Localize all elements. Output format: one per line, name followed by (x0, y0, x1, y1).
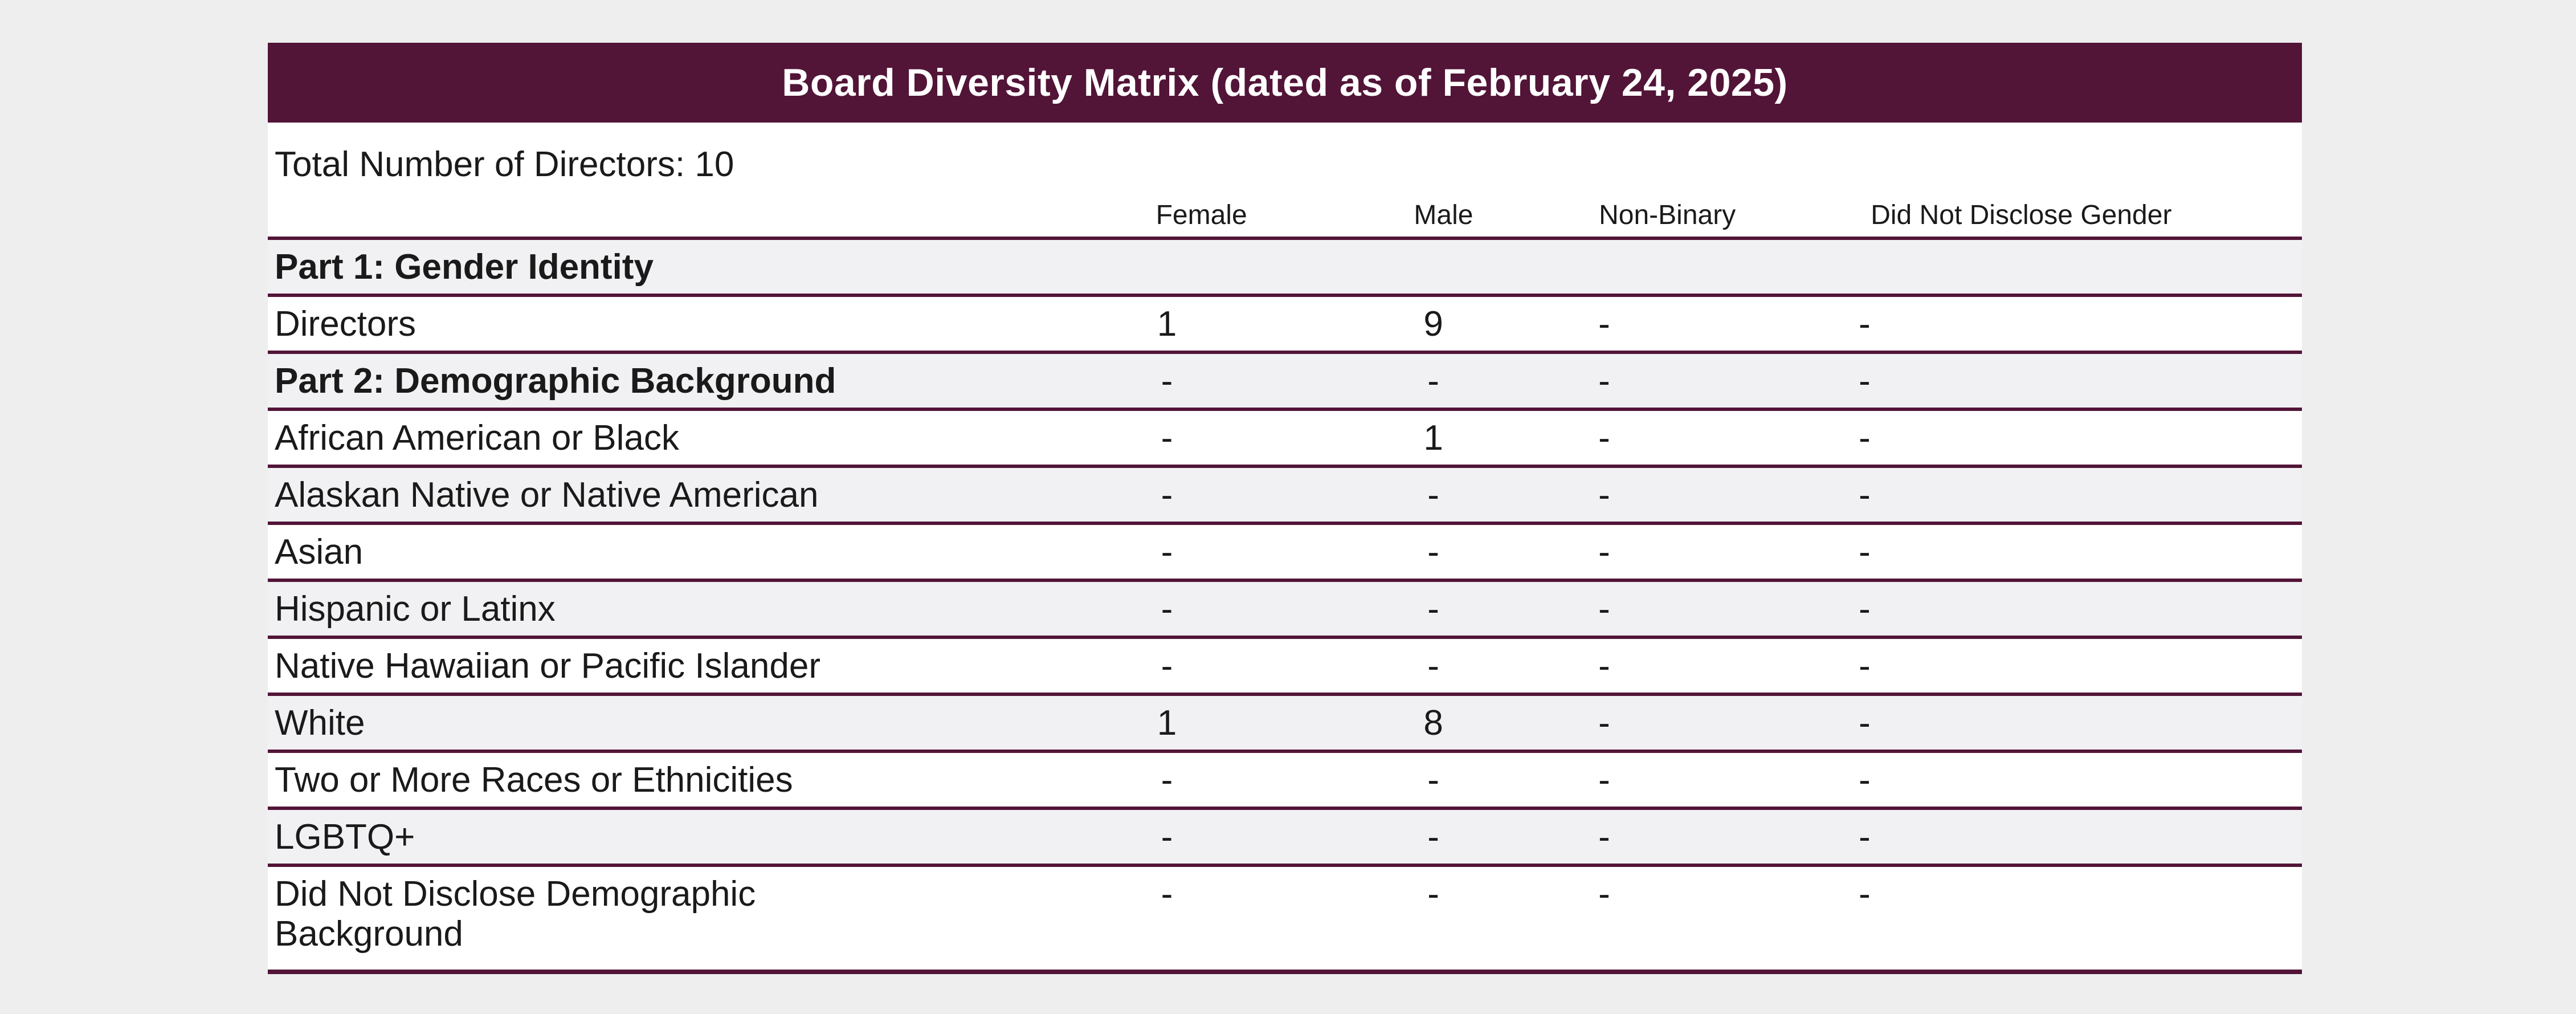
cell-value: - (1427, 589, 1439, 629)
cell-value: - (1598, 646, 1610, 686)
cell-value: - (1598, 703, 1610, 743)
board-diversity-matrix: Board Diversity Matrix (dated as of Febr… (268, 43, 2302, 974)
table-row-white: White 1 8 - - (268, 696, 2302, 753)
table-row-alaskan-native-or-native-american: Alaskan Native or Native American - - - … (268, 468, 2302, 525)
cell-value: 1 (1157, 703, 1177, 743)
cell-value: - (1161, 418, 1173, 458)
column-header-row: Female Male Non-Binary Did Not Disclose … (268, 185, 2302, 240)
row-label: Part 2: Demographic Background (275, 361, 836, 401)
table-row-asian: Asian - - - - (268, 525, 2302, 582)
cell-value: - (1161, 475, 1173, 515)
row-label: Asian (275, 532, 364, 572)
table-row-directors: Directors 1 9 - - (268, 297, 2302, 354)
row-label: White (275, 703, 365, 743)
cell-value: - (1859, 361, 1871, 401)
row-label: Did Not Disclose Demographic Background (275, 874, 756, 954)
cell-value: - (1859, 532, 1871, 572)
cell-value: - (1859, 418, 1871, 458)
cell-value: - (1427, 361, 1439, 401)
cell-value: - (1161, 646, 1173, 686)
cell-value: - (1598, 760, 1610, 800)
table-row-hispanic-or-latinx: Hispanic or Latinx - - - - (268, 582, 2302, 639)
table-row-did-not-disclose-demographic-background: Did Not Disclose Demographic Background … (268, 867, 2302, 974)
cell-value: - (1427, 874, 1439, 914)
column-header-non-binary: Non-Binary (1599, 200, 1736, 230)
cell-value: - (1161, 589, 1173, 629)
table-row-part1-gender-identity: Part 1: Gender Identity (268, 240, 2302, 297)
total-directors-line: Total Number of Directors: 10 (275, 145, 734, 184)
table-row-native-hawaiian-or-pacific-islander: Native Hawaiian or Pacific Islander - - … (268, 639, 2302, 696)
cell-value: - (1161, 874, 1173, 914)
cell-value: - (1859, 760, 1871, 800)
cell-value: - (1427, 475, 1439, 515)
cell-value: - (1161, 532, 1173, 572)
cell-value: - (1598, 361, 1610, 401)
column-header-male: Male (1414, 200, 1473, 230)
cell-value: - (1427, 817, 1439, 857)
cell-value: - (1598, 475, 1610, 515)
cell-value: - (1859, 589, 1871, 629)
cell-value: - (1598, 304, 1610, 344)
table-row-part2-demographic-background: Part 2: Demographic Background - - - - (268, 354, 2302, 411)
row-label: Hispanic or Latinx (275, 589, 556, 629)
row-label: LGBTQ+ (275, 817, 415, 857)
cell-value: - (1161, 361, 1173, 401)
row-label: Native Hawaiian or Pacific Islander (275, 646, 820, 686)
cell-value: - (1859, 874, 1871, 914)
table-title: Board Diversity Matrix (dated as of Febr… (782, 61, 1788, 104)
cell-value: - (1859, 817, 1871, 857)
cell-value: - (1598, 874, 1610, 914)
cell-value: - (1427, 646, 1439, 686)
row-label: African American or Black (275, 418, 679, 458)
cell-value: - (1161, 760, 1173, 800)
cell-value: - (1859, 703, 1871, 743)
row-label: Directors (275, 304, 417, 344)
table-body: Total Number of Directors: 10 Female Mal… (268, 123, 2302, 974)
cell-value: - (1427, 532, 1439, 572)
cell-value: - (1161, 817, 1173, 857)
cell-value: - (1598, 817, 1610, 857)
cell-value: - (1859, 304, 1871, 344)
column-header-female: Female (1156, 200, 1247, 230)
table-row-african-american-or-black: African American or Black - 1 - - (268, 411, 2302, 468)
cell-value: - (1598, 532, 1610, 572)
cell-value: 1 (1157, 304, 1177, 344)
row-label: Part 1: Gender Identity (275, 247, 654, 287)
cell-value: 8 (1423, 703, 1443, 743)
row-label: Alaskan Native or Native American (275, 475, 819, 515)
row-label: Two or More Races or Ethnicities (275, 760, 793, 800)
column-header-did-not-disclose-gender: Did Not Disclose Gender (1871, 200, 2172, 230)
cell-value: - (1598, 589, 1610, 629)
table-row-lgbtq: LGBTQ+ - - - - (268, 810, 2302, 867)
cell-value: - (1598, 418, 1610, 458)
cell-value: - (1859, 475, 1871, 515)
table-row-two-or-more-races-or-ethnicities: Two or More Races or Ethnicities - - - - (268, 753, 2302, 810)
cell-value: - (1859, 646, 1871, 686)
cell-value: 1 (1423, 418, 1443, 458)
table-title-bar: Board Diversity Matrix (dated as of Febr… (268, 43, 2302, 123)
cell-value: 9 (1423, 304, 1443, 344)
cell-value: - (1427, 760, 1439, 800)
